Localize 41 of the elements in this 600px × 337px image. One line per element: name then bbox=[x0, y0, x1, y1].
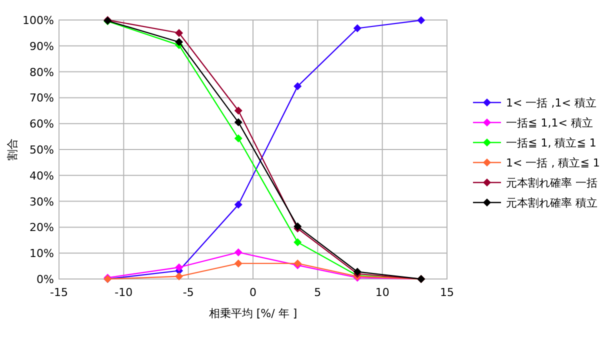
y-tick-label: 0% bbox=[36, 273, 54, 286]
x-tick-label: 5 bbox=[314, 286, 322, 299]
point bbox=[175, 28, 184, 37]
y-tick-label: 60% bbox=[30, 118, 54, 131]
legend-label: 1< 一括 , 積立≦ 1 bbox=[506, 156, 600, 170]
point bbox=[234, 118, 242, 126]
y-tick-label: 90% bbox=[30, 40, 54, 53]
x-tick-label: 0 bbox=[250, 286, 256, 299]
point bbox=[294, 222, 302, 230]
legend-label: 一括≦ 1, 積立≦ 1 bbox=[506, 136, 596, 150]
x-tick-label: -5 bbox=[182, 286, 194, 299]
point bbox=[294, 82, 302, 90]
y-axis-title: 割合 bbox=[6, 138, 19, 160]
point bbox=[234, 134, 242, 142]
legend-label: 元本割れ確率 一括 bbox=[506, 176, 598, 190]
point bbox=[175, 38, 184, 46]
point bbox=[175, 263, 184, 272]
x-tick-label: -15 bbox=[50, 286, 68, 299]
y-tick-label: 50% bbox=[30, 144, 54, 156]
x-tick-label: 15 bbox=[440, 286, 454, 299]
point bbox=[175, 272, 184, 280]
point bbox=[353, 24, 362, 32]
point bbox=[234, 248, 242, 256]
y-tick-label: 40% bbox=[30, 169, 54, 182]
point bbox=[234, 106, 242, 115]
y-tick-label: 70% bbox=[30, 92, 54, 105]
legend-label: 元本割れ確率 積立 bbox=[506, 196, 598, 210]
point bbox=[234, 259, 242, 268]
x-axis-title: 相乗平均 [%/ 年 ] bbox=[208, 307, 298, 320]
x-tick-label: 10 bbox=[375, 286, 390, 299]
legend-label: 1< 一括 ,1< 積立 bbox=[506, 96, 596, 110]
point bbox=[234, 200, 242, 209]
legend-label: 一括≦ 1,1< 積立 bbox=[506, 116, 593, 130]
point bbox=[417, 16, 426, 24]
y-tick-label: 80% bbox=[30, 66, 54, 79]
y-tick-label: 10% bbox=[30, 247, 54, 260]
y-tick-label: 30% bbox=[30, 195, 54, 208]
x-tick-label: -10 bbox=[114, 286, 133, 299]
y-tick-label: 100% bbox=[22, 14, 54, 27]
point bbox=[294, 238, 302, 246]
y-tick-label: 20% bbox=[30, 221, 54, 234]
